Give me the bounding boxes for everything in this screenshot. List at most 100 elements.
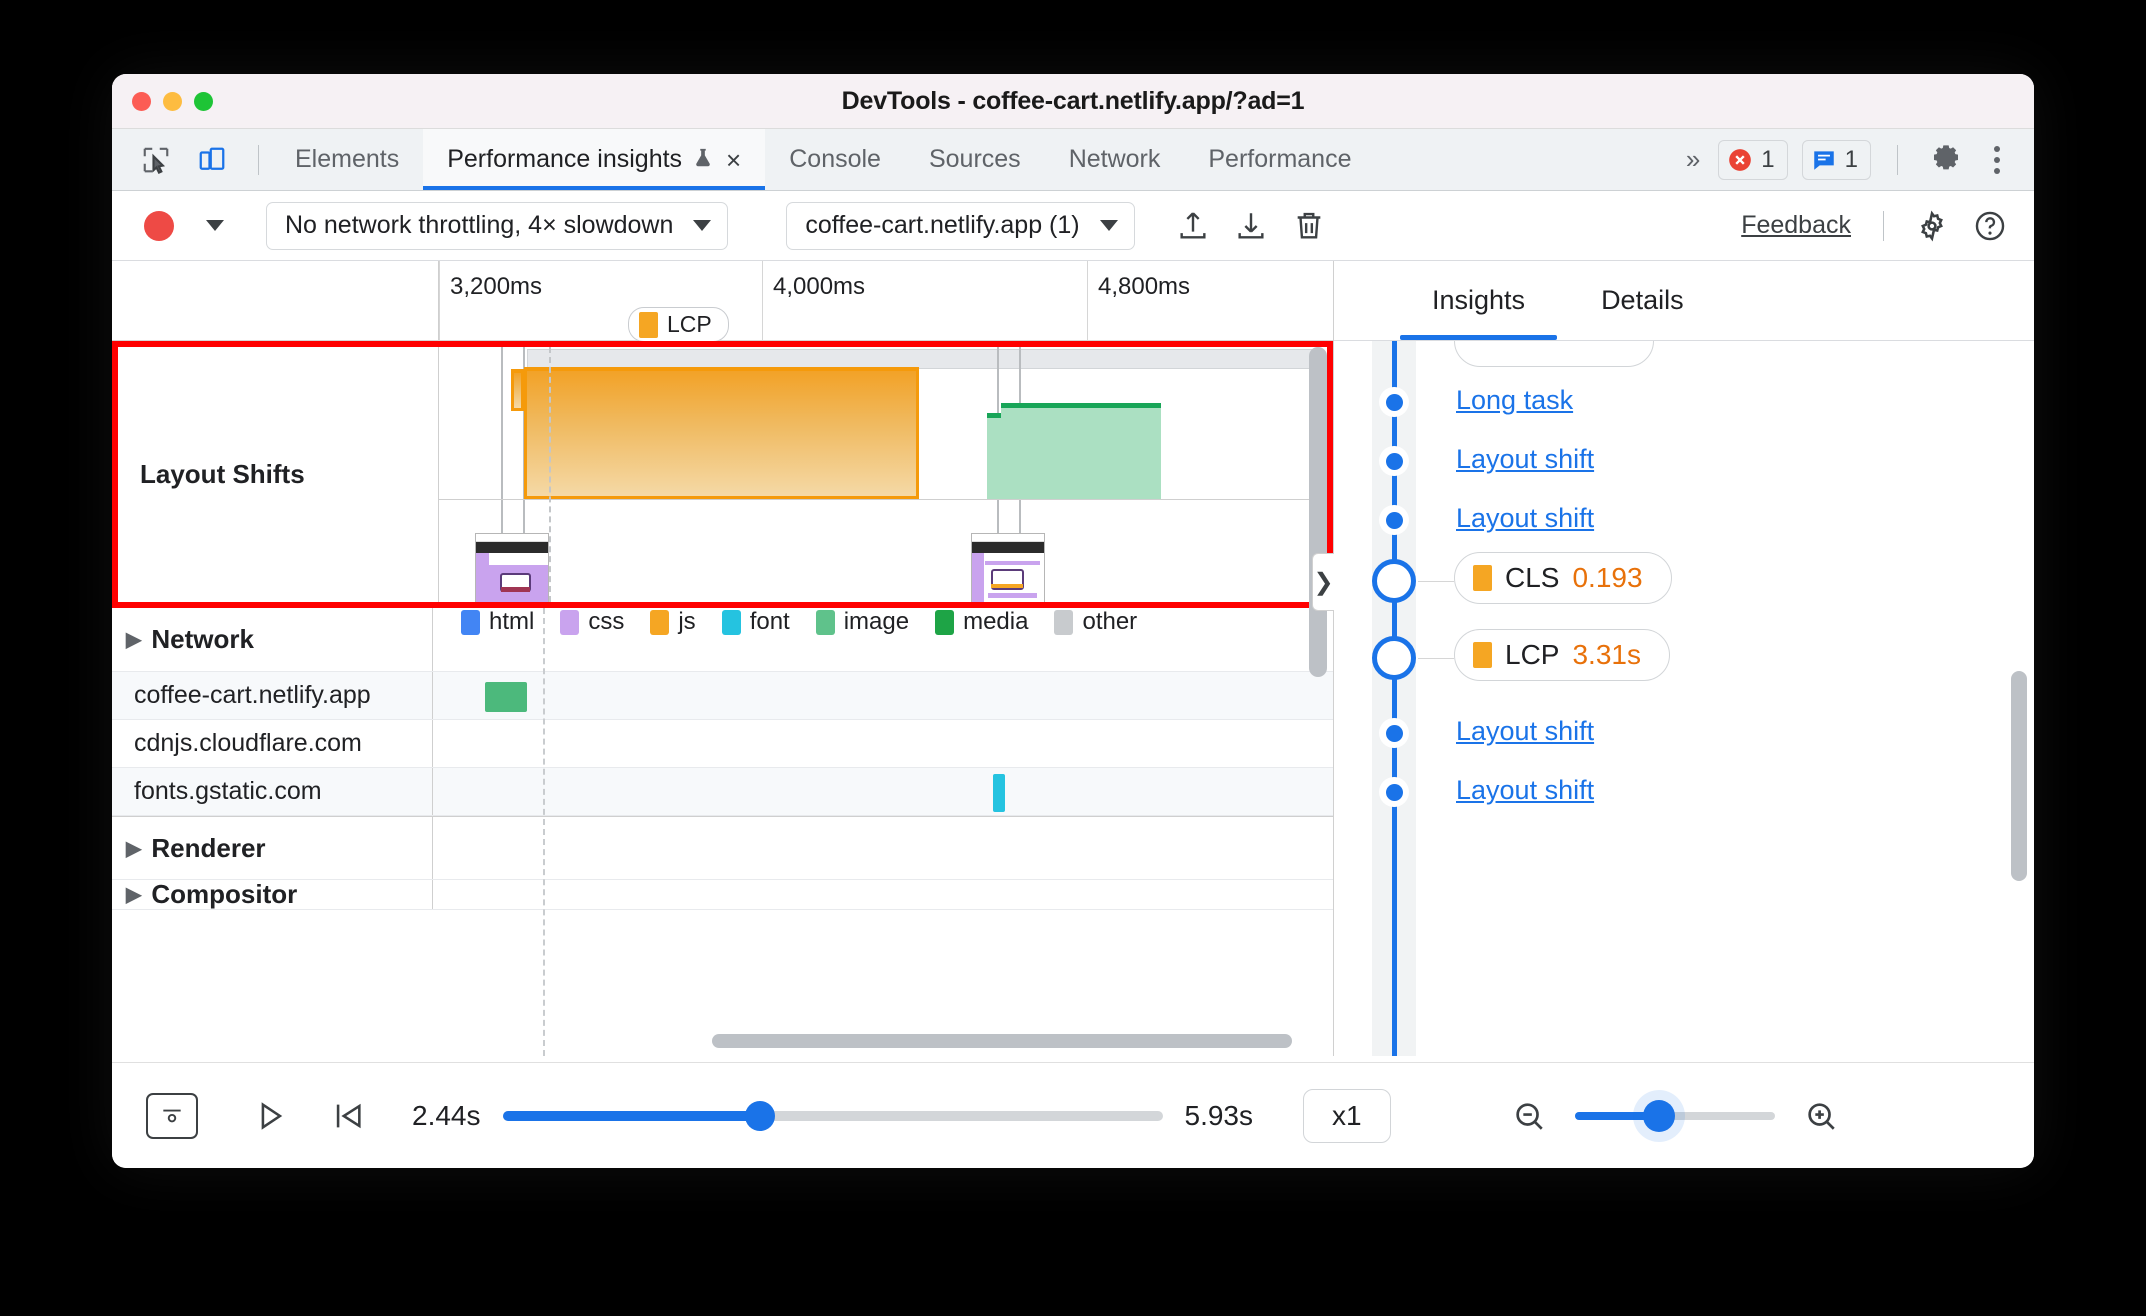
tab-performance-insights[interactable]: Performance insights × [423, 129, 766, 190]
zoom-knob[interactable] [1642, 1099, 1675, 1132]
network-legend: html css js font image media other [433, 608, 1333, 636]
insights-vertical-scrollbar[interactable] [2011, 671, 2027, 881]
download-icon[interactable] [1229, 204, 1273, 248]
zoom-in-icon[interactable] [1793, 1088, 1849, 1144]
time-range-slider[interactable] [502, 1100, 1163, 1131]
chevron-right-icon[interactable]: ▶ [126, 884, 142, 906]
renderer-group-name[interactable]: ▶ Renderer [112, 817, 433, 879]
request-track [433, 768, 1333, 815]
insight-link-layout-shift[interactable]: Layout shift [1456, 503, 1595, 533]
insight-link-layout-shift[interactable]: Layout shift [1456, 775, 1595, 805]
gear-icon[interactable] [1910, 204, 1954, 248]
network-group-header[interactable]: ▶ Network html css js font image media o… [112, 608, 1333, 672]
feedback-link[interactable]: Feedback [1741, 211, 1851, 239]
insight-link-layout-shift[interactable]: Layout shift [1456, 444, 1595, 474]
page-select-value: coffee-cart.netlify.app (1) [805, 211, 1080, 239]
insight-node[interactable] [1379, 446, 1409, 476]
tab-console[interactable]: Console [765, 129, 905, 190]
thumb-footer [987, 593, 1037, 598]
tab-performance[interactable]: Performance [1184, 129, 1375, 190]
insight-chip-partial[interactable] [1454, 341, 1654, 367]
renderer-group-header[interactable]: ▶ Renderer [112, 816, 1333, 880]
layout-shifts-track[interactable]: Layout Shifts [118, 347, 1327, 602]
layout-shift-block-small[interactable] [511, 369, 524, 411]
lcp-swatch-icon [639, 311, 658, 338]
insight-node[interactable] [1379, 505, 1409, 535]
request-track [433, 672, 1333, 719]
tab-label: Network [1068, 145, 1161, 173]
insight-node[interactable] [1379, 387, 1409, 417]
timeline-ruler[interactable]: 3,200ms 4,000ms 4,800ms LCP [112, 261, 1333, 342]
zoom-out-icon[interactable] [1501, 1088, 1557, 1144]
request-track [433, 720, 1333, 767]
network-group-name[interactable]: ▶ Network [112, 608, 433, 671]
trash-icon[interactable] [1287, 204, 1331, 248]
page-select[interactable]: coffee-cart.netlify.app (1) [786, 201, 1135, 250]
error-count-badge[interactable]: 1 [1718, 139, 1788, 180]
upload-icon[interactable] [1171, 204, 1215, 248]
layout-shifts-label: Layout Shifts [118, 347, 439, 602]
insight-node-metric[interactable] [1372, 636, 1416, 680]
kebab-icon[interactable] [1982, 145, 2012, 174]
playback-speed-button[interactable]: x1 [1303, 1088, 1391, 1143]
playhead-dashed-line [543, 608, 545, 1056]
screenshot-thumbnail[interactable] [971, 533, 1045, 602]
play-icon[interactable] [242, 1088, 298, 1144]
message-count-badge[interactable]: 1 [1801, 139, 1871, 180]
devtools-body: 3,200ms 4,000ms 4,800ms LCP Layout Shift… [112, 261, 2034, 1056]
device-toolbar-icon[interactable] [190, 138, 234, 182]
insight-link-layout-shift[interactable]: Layout shift [1456, 716, 1595, 746]
lcp-marker-chip[interactable]: LCP [628, 307, 729, 342]
network-request-row[interactable]: fonts.gstatic.com [112, 768, 1333, 816]
metric-chip-lcp[interactable]: LCP 3.31s [1454, 629, 1670, 681]
metric-chip-cls[interactable]: CLS 0.193 [1454, 552, 1672, 604]
thumb-hero2 [983, 542, 1044, 554]
chevron-right-icon[interactable]: ▶ [126, 837, 142, 860]
tab-close-icon[interactable]: × [726, 144, 742, 175]
compositor-group-name[interactable]: ▶ Compositor [112, 880, 433, 909]
layout-shift-block-small-green[interactable] [987, 413, 1001, 499]
request-bar[interactable] [485, 682, 527, 712]
layout-shifts-canvas[interactable] [439, 347, 1327, 602]
maximize-window-button[interactable] [194, 91, 213, 111]
request-bar[interactable] [993, 774, 1005, 812]
timeline-horizontal-scrollbar[interactable] [712, 1034, 1292, 1048]
insight-node[interactable] [1379, 777, 1409, 807]
network-request-row[interactable]: cdnjs.cloudflare.com [112, 720, 1333, 768]
more-tabs-icon[interactable]: » [1685, 144, 1701, 174]
tab-elements[interactable]: Elements [271, 129, 423, 190]
close-window-button[interactable] [132, 91, 151, 111]
tab-insights[interactable]: Insights [1394, 261, 1563, 340]
filmstrip-icon[interactable] [146, 1092, 198, 1139]
record-button[interactable] [144, 210, 174, 241]
sidepane-collapse-handle[interactable]: ❯ [1312, 553, 1334, 611]
inspect-cursor-icon[interactable] [134, 138, 178, 182]
minimize-window-button[interactable] [163, 91, 182, 111]
tab-details[interactable]: Details [1563, 261, 1722, 340]
tab-label: Performance insights [447, 145, 683, 173]
zoom-slider[interactable] [1574, 1099, 1775, 1132]
layout-shift-block-large[interactable] [524, 367, 919, 499]
zoom-controls [1501, 1088, 1849, 1144]
error-count: 1 [1761, 145, 1775, 173]
insight-link-long-task[interactable]: Long task [1456, 385, 1574, 415]
network-legend-track: html css js font image media other [433, 608, 1333, 671]
screenshot-thumbnail[interactable] [475, 533, 549, 602]
help-icon[interactable] [1968, 204, 2012, 248]
record-options-caret-icon[interactable] [206, 220, 224, 231]
network-request-row[interactable]: coffee-cart.netlify.app [112, 672, 1333, 720]
layout-shift-block-green[interactable] [1001, 403, 1161, 499]
timeline-vertical-scrollbar[interactable] [1309, 347, 1327, 677]
throttling-select[interactable]: No network throttling, 4× slowdown [266, 201, 729, 250]
range-knob[interactable] [744, 1100, 775, 1131]
compositor-group-header[interactable]: ▶ Compositor [112, 880, 1333, 910]
gear-icon[interactable] [1924, 138, 1968, 182]
insight-node-metric[interactable] [1372, 559, 1416, 603]
metric-label: CLS [1505, 562, 1560, 593]
jump-to-start-icon[interactable] [320, 1088, 376, 1144]
tab-network[interactable]: Network [1045, 129, 1185, 190]
chevron-right-icon[interactable]: ▶ [126, 629, 142, 651]
insight-node[interactable] [1379, 718, 1409, 748]
cls-swatch-icon [1473, 565, 1492, 591]
tab-sources[interactable]: Sources [905, 129, 1045, 190]
